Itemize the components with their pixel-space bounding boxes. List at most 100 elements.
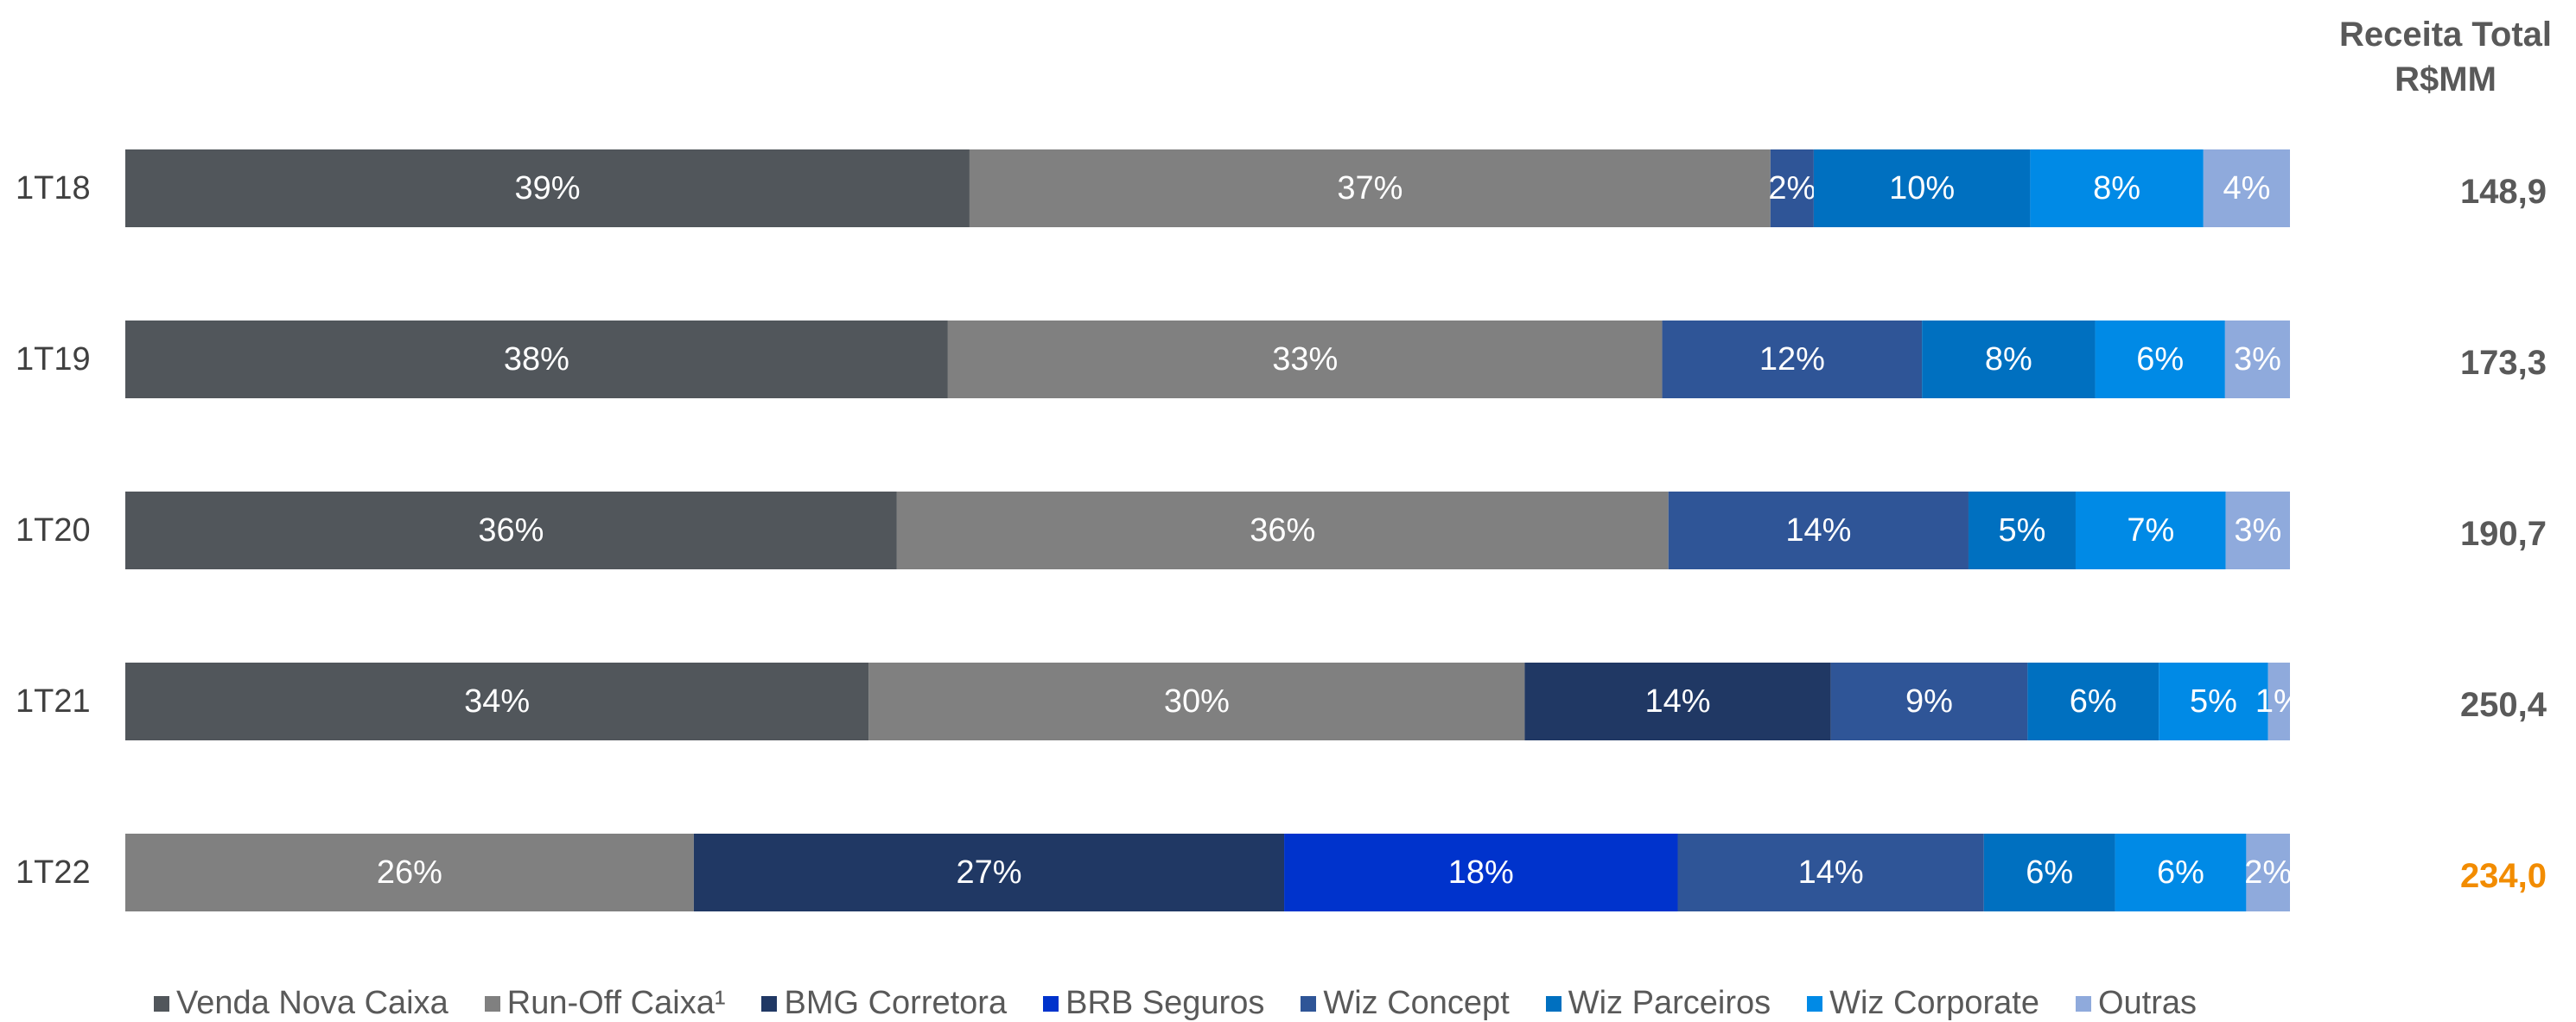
total-value: 148,9 [2460, 173, 2547, 211]
legend-swatch [1043, 995, 1059, 1012]
data-label: 26% [377, 854, 442, 891]
total-value: 190,7 [2460, 515, 2547, 553]
data-label: 2% [2244, 854, 2292, 891]
bar-segment [1813, 149, 2031, 227]
data-label: 6% [2136, 341, 2184, 378]
bar-segment [2159, 663, 2268, 740]
bar-segment [125, 321, 948, 398]
data-label: 38% [504, 341, 569, 378]
data-label: 5% [2190, 683, 2237, 720]
category-label: 1T22 [16, 854, 91, 891]
legend-label: Venda Nova Caixa [176, 985, 448, 1021]
data-label: 34% [464, 683, 530, 720]
data-label: 33% [1272, 341, 1338, 378]
legend-label: Run-Off Caixa¹ [506, 985, 726, 1021]
legend-swatch [1545, 995, 1562, 1012]
legend-item: Venda Nova Caixa [154, 985, 448, 1022]
legend-item: Outras [2075, 985, 2197, 1022]
bar-segment [693, 834, 1285, 911]
legend-label: BMG Corretora [784, 985, 1008, 1021]
stacked-bar-chart: 1T18 39% 37% 2% 10% 8% 4% 148,9 1T19 38% 33% 12% 8% 6… [16, 149, 2547, 911]
bar-segment [896, 492, 1669, 569]
bar-segment [1668, 492, 1969, 569]
bar-segment [2075, 492, 2226, 569]
bar-segment [1968, 492, 2076, 569]
category-label: 1T19 [16, 341, 91, 378]
data-label: 3% [2234, 341, 2281, 378]
data-label: 8% [1985, 341, 2032, 378]
bar-segment [2115, 834, 2247, 911]
data-label: 39% [514, 170, 580, 206]
data-label: 8% [2093, 170, 2140, 206]
data-label: 12% [1759, 341, 1825, 378]
legend-swatch [154, 995, 169, 1012]
data-label: 6% [2026, 854, 2073, 891]
category-label: 1T18 [16, 170, 91, 206]
bar-segment [868, 663, 1525, 740]
totals-header-line-1: Receita Total [2339, 16, 2552, 54]
bar-segment [969, 149, 1771, 227]
legend-item: Wiz Concept [1301, 985, 1510, 1022]
bar-segment [125, 834, 694, 911]
legend-item: BMG Corretora [761, 985, 1007, 1022]
data-label: 5% [1999, 512, 2046, 549]
data-label: 14% [1644, 683, 1710, 720]
legend-label: BRB Seguros [1065, 985, 1265, 1021]
legend-swatch [761, 995, 778, 1012]
data-label: 36% [478, 512, 544, 549]
total-value: 173,3 [2460, 344, 2547, 382]
bar-segment [2095, 321, 2225, 398]
data-label: 7% [2127, 512, 2174, 549]
legend-swatch [1807, 995, 1823, 1012]
bar-segment [125, 149, 970, 227]
bar-segment [2268, 663, 2290, 740]
bar-segment [1284, 834, 1678, 911]
bar-segment [1983, 834, 2115, 911]
category-label: 1T21 [16, 683, 91, 720]
data-label: 2% [1768, 170, 1816, 206]
data-label: 14% [1798, 854, 1864, 891]
data-label: 6% [2070, 683, 2117, 720]
legend-item: BRB Seguros [1043, 985, 1264, 1022]
legend-item: Wiz Corporate [1807, 985, 2039, 1022]
data-label: 18% [1448, 854, 1514, 891]
totals-header-line-2: R$MM [2395, 60, 2496, 98]
data-label: 1% [2255, 683, 2303, 720]
chart-legend: Venda Nova Caixa Run-Off Caixa¹ BMG Corret… [154, 985, 2233, 1022]
legend-label: Wiz Parceiros [1568, 985, 1771, 1021]
data-label: 6% [2157, 854, 2204, 891]
bar-segment [1662, 321, 1923, 398]
data-label: 10% [1889, 170, 1955, 206]
legend-item: Run-Off Caixa¹ [484, 985, 726, 1022]
bar-segment [1524, 663, 1831, 740]
bar-segment [1770, 149, 1814, 227]
bar-segment [2203, 149, 2290, 227]
bar-segment [1830, 663, 2028, 740]
bar-segment [2246, 834, 2290, 911]
bar-segment [1677, 834, 1984, 911]
bar-segment [2225, 492, 2290, 569]
legend-item: Wiz Parceiros [1545, 985, 1771, 1022]
data-label: 9% [1905, 683, 1953, 720]
legend-swatch [484, 995, 500, 1012]
legend-swatch [2075, 995, 2091, 1012]
total-value: 234,0 [2460, 857, 2547, 895]
data-label: 3% [2234, 512, 2281, 549]
category-label: 1T20 [16, 512, 91, 549]
totals-header: Receita Total R$MM [2316, 12, 2575, 102]
data-label: 37% [1337, 170, 1402, 206]
bar-segment [2030, 149, 2204, 227]
total-value: 250,4 [2460, 686, 2547, 724]
data-label: 30% [1164, 683, 1230, 720]
legend-label: Wiz Corporate [1829, 985, 2039, 1021]
bar-segment [947, 321, 1663, 398]
bar-segment [125, 492, 897, 569]
bar-segment [125, 663, 869, 740]
bar-segment [2224, 321, 2290, 398]
data-label: 36% [1250, 512, 1315, 549]
data-label: 4% [2223, 170, 2270, 206]
legend-swatch [1301, 995, 1317, 1012]
data-label: 27% [956, 854, 1021, 891]
bar-segment [1922, 321, 2096, 398]
legend-label: Wiz Concept [1323, 985, 1510, 1021]
